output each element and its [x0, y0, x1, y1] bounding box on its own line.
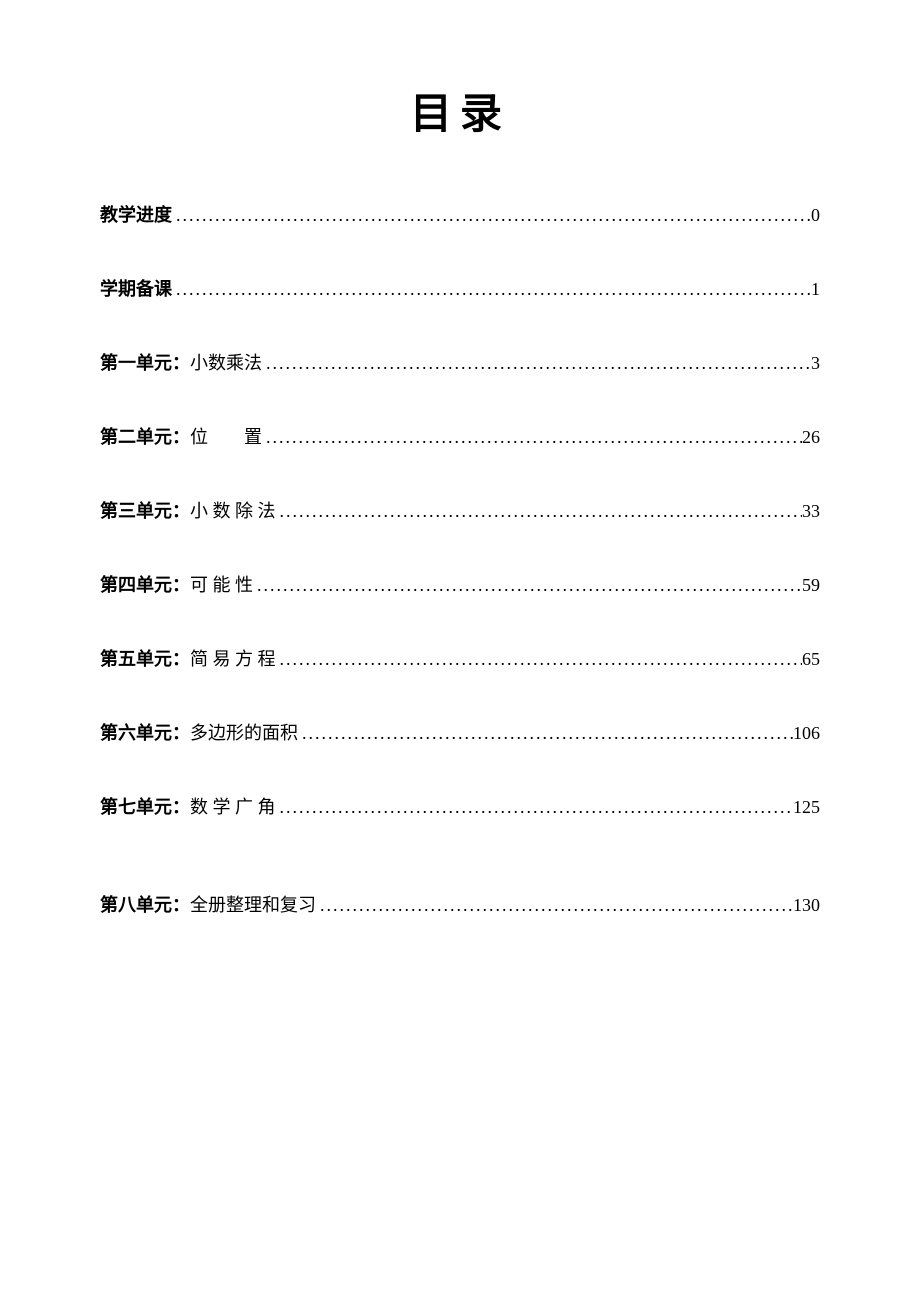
toc-page: 26 — [802, 427, 820, 448]
toc-entry: 第五单元： 简 易 方 程 65 — [100, 645, 820, 671]
toc-dots — [276, 501, 803, 522]
toc-page: 130 — [793, 895, 820, 916]
toc-page: 106 — [793, 723, 820, 744]
toc-entry: 第四单元： 可 能 性 59 — [100, 571, 820, 597]
toc-entry: 第一单元： 小数乘法 3 — [100, 349, 820, 375]
toc-entry: 第八单元： 全册整理和复习 130 — [100, 891, 820, 917]
toc-label: 第八单元： — [100, 891, 190, 917]
toc-dots — [172, 279, 811, 300]
toc-dots — [262, 353, 811, 374]
toc-page: 1 — [811, 279, 820, 300]
toc-page: 125 — [793, 797, 820, 818]
toc-topic: 小 数 除 法 — [190, 497, 276, 523]
toc-dots — [316, 895, 793, 916]
toc-entry: 第二单元： 位 置 26 — [100, 423, 820, 449]
toc-label: 第六单元： — [100, 719, 190, 745]
toc-label: 第一单元： — [100, 349, 190, 375]
page-title: 目录 — [100, 80, 820, 141]
toc-entry: 第六单元： 多边形的面积 106 — [100, 719, 820, 745]
toc-entry: 第七单元： 数 学 广 角 125 — [100, 793, 820, 819]
toc-list: 教学进度 0 学期备课 1 第一单元： 小数乘法 3 第二单元： 位 置 26 … — [100, 201, 820, 917]
toc-label: 第四单元： — [100, 571, 190, 597]
toc-page: 65 — [802, 649, 820, 670]
toc-topic: 位 置 — [190, 423, 262, 449]
toc-label: 第三单元： — [100, 497, 190, 523]
toc-label: 教学进度 — [100, 201, 172, 227]
toc-entry: 第三单元： 小 数 除 法 33 — [100, 497, 820, 523]
toc-label: 第二单元： — [100, 423, 190, 449]
toc-dots — [276, 797, 794, 818]
toc-dots — [298, 723, 793, 744]
toc-entry: 教学进度 0 — [100, 201, 820, 227]
toc-topic: 简 易 方 程 — [190, 645, 276, 671]
toc-entry: 学期备课 1 — [100, 275, 820, 301]
toc-topic: 小数乘法 — [190, 349, 262, 375]
toc-topic: 多边形的面积 — [190, 719, 298, 745]
toc-topic: 数 学 广 角 — [190, 793, 276, 819]
toc-page: 3 — [811, 353, 820, 374]
toc-dots — [262, 427, 802, 448]
toc-label: 第五单元： — [100, 645, 190, 671]
toc-topic: 可 能 性 — [190, 571, 253, 597]
toc-dots — [172, 205, 811, 226]
toc-dots — [276, 649, 803, 670]
toc-page: 0 — [811, 205, 820, 226]
toc-topic: 全册整理和复习 — [190, 891, 316, 917]
toc-dots — [253, 575, 802, 596]
toc-label: 第七单元： — [100, 793, 190, 819]
toc-page: 33 — [802, 501, 820, 522]
toc-label: 学期备课 — [100, 275, 172, 301]
toc-page: 59 — [802, 575, 820, 596]
